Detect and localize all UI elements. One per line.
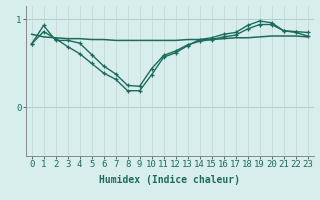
X-axis label: Humidex (Indice chaleur): Humidex (Indice chaleur) bbox=[99, 175, 240, 185]
